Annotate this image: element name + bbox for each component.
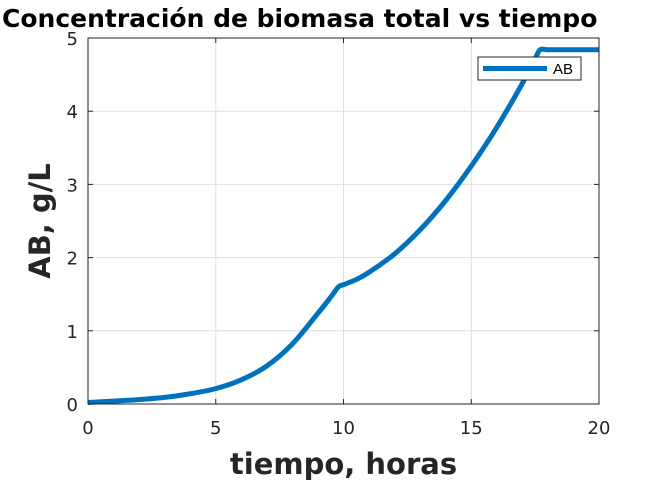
x-tick-label: 10 xyxy=(332,418,355,439)
x-tick-label: 0 xyxy=(82,418,93,439)
grid xyxy=(87,37,600,405)
y-tick-label: 0 xyxy=(67,395,78,416)
legend-label: AB xyxy=(553,61,573,78)
y-tick-label: 5 xyxy=(67,29,78,50)
y-tick-label: 3 xyxy=(67,175,78,196)
y-tick-label: 4 xyxy=(67,102,78,123)
x-tick-label: 15 xyxy=(460,418,483,439)
y-tick-label: 2 xyxy=(67,249,78,270)
chart-title: Concentración de biomasa total vs tiempo xyxy=(2,4,597,33)
y-tick-label: 1 xyxy=(67,322,78,343)
x-axis-label: tiempo, horas xyxy=(230,447,457,481)
legend: AB xyxy=(477,56,582,81)
x-tick-label: 5 xyxy=(210,418,221,439)
x-tick-label: 20 xyxy=(588,418,611,439)
y-axis-label: AB, g/L xyxy=(23,163,57,279)
ticks: 0 5 10 15 20 0 1 2 3 4 5 xyxy=(67,29,611,439)
